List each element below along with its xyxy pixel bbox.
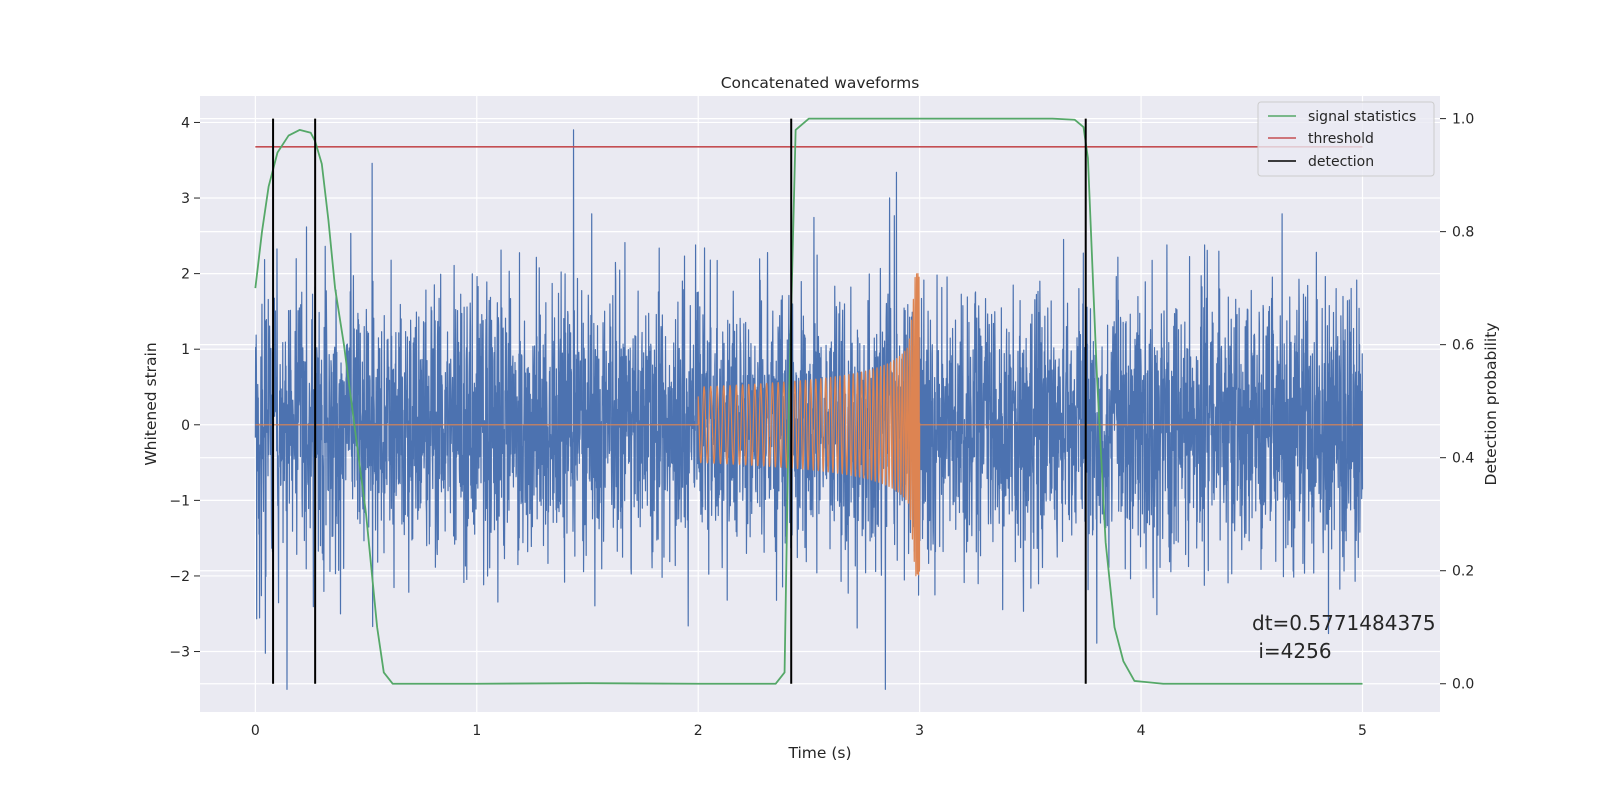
legend-label-signal-statistics: signal statistics [1308,109,1416,125]
noise-line [254,129,1364,690]
series-layer [254,117,1364,690]
legend-label-detection: detection [1308,154,1374,170]
x-tick-label-2: 2 [694,723,703,739]
x-tick-label-3: 3 [915,723,924,739]
axes-layer: 0 1 2 3 4 5 −3 −2 −1 0 1 2 3 4 0.0 0.2 0.4 0.6 0.8 1.0 [169,112,1474,739]
signal-statistics-line [254,117,1363,685]
annotation-dt: dt=0.5771484375 [1252,611,1436,635]
y-tick-label-7: 4 [181,115,190,131]
y-tick-label-6: 3 [181,191,190,207]
x-tick-label-4: 4 [1137,723,1146,739]
y2-tick-label-2: 0.4 [1452,451,1474,467]
y2-tick-label-3: 0.6 [1452,338,1474,354]
y-tick-label-5: 2 [181,267,190,283]
annotation-i: i=4256 [1252,639,1332,663]
y-tick-label-0: −3 [169,645,190,661]
legend-box [1257,101,1435,177]
legend-label-threshold: threshold [1308,131,1374,147]
x-tick-label-1: 1 [472,723,481,739]
y2-tick-label-5: 1.0 [1452,112,1474,128]
legend: signal statistics threshold detection [1257,101,1435,177]
x-axis-label: Time (s) [787,744,851,762]
x-tick-label-5: 5 [1358,723,1367,739]
y-tick-label-3: 0 [181,418,190,434]
y2-axis-label: Detection probability [1482,323,1500,486]
y2-tick-label-1: 0.2 [1452,564,1474,580]
chart-title: Concatenated waveforms [721,74,920,92]
x-tick-label-0: 0 [251,723,260,739]
y-axis-label: Whitened strain [142,342,160,465]
y-tick-label-2: −1 [169,493,190,509]
waveform-line [255,273,1363,577]
y-tick-label-1: −2 [169,569,190,585]
y2-tick-label-0: 0.0 [1452,677,1474,693]
y2-tick-label-4: 0.8 [1452,225,1474,241]
y-tick-label-4: 1 [181,342,190,358]
